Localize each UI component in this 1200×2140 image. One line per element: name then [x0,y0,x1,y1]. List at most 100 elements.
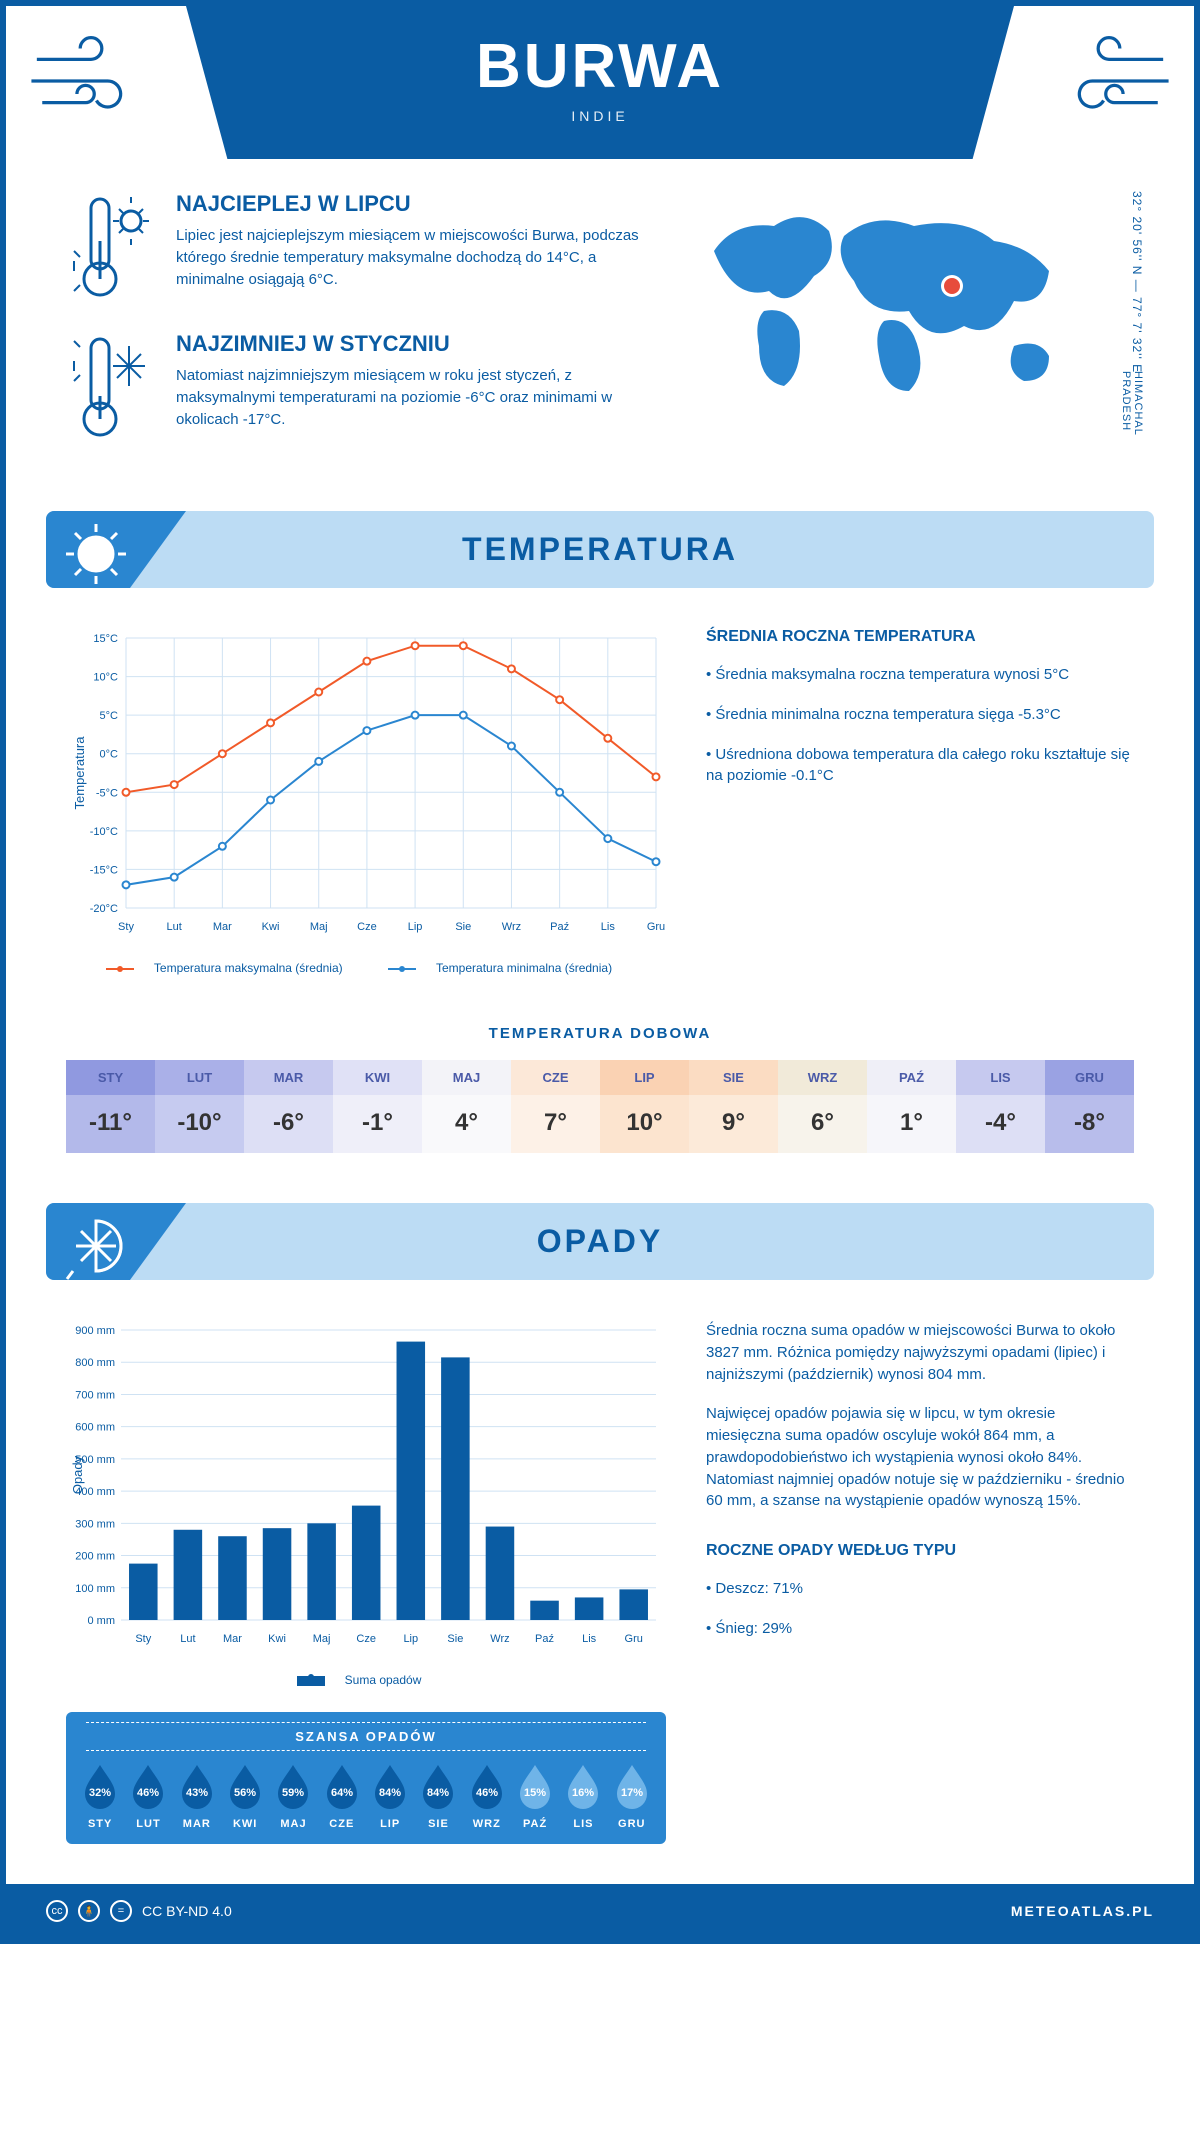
license-text: CC BY-ND 4.0 [142,1903,232,1919]
precipitation-chance-box: SZANSA OPADÓW 32%STY46%LUT43%MAR56%KWI59… [66,1712,666,1844]
svg-text:64%: 64% [331,1787,353,1799]
daily-temp-table: STY-11°LUT-10°MAR-6°KWI-1°MAJ4°CZE7°LIP1… [66,1060,1134,1153]
precip-para-2: Najwięcej opadów pojawia się w lipcu, w … [706,1403,1134,1512]
temp-bullet: Uśredniona dobowa temperatura dla całego… [706,744,1134,788]
coldest-title: NAJZIMNIEJ W STYCZNIU [176,331,654,357]
precipitation-heading: OPADY [46,1203,1154,1280]
svg-text:800 mm: 800 mm [75,1357,115,1369]
chance-drop: 84%LIP [366,1761,414,1830]
site-name: METEOATLAS.PL [1011,1903,1154,1919]
temperature-heading: TEMPERATURA [46,511,1154,588]
svg-text:16%: 16% [572,1787,594,1799]
svg-text:84%: 84% [427,1787,449,1799]
svg-text:Maj: Maj [313,1633,331,1645]
svg-text:100 mm: 100 mm [75,1583,115,1595]
svg-text:43%: 43% [186,1787,208,1799]
svg-text:Sie: Sie [455,921,471,933]
svg-text:300 mm: 300 mm [75,1518,115,1530]
svg-text:-10°C: -10°C [90,826,118,838]
svg-text:Paź: Paź [535,1633,554,1645]
coordinates: 32° 20' 56'' N — 77° 7' 32'' E [1130,191,1144,373]
section-title: TEMPERATURA [462,531,738,567]
temp-legend: Temperatura maksymalna (średnia) Tempera… [66,961,666,975]
precip-type-item: • Śnieg: 29% [706,1618,1134,1640]
svg-text:Sty: Sty [135,1633,151,1645]
svg-text:17%: 17% [621,1787,643,1799]
region-label: HIMACHAL PRADESH [1120,371,1144,471]
temp-cell: LIP10° [600,1060,689,1153]
annual-temp-heading: ŚREDNIA ROCZNA TEMPERATURA [706,628,1134,646]
temp-cell: KWI-1° [333,1060,422,1153]
temp-cell: LIS-4° [956,1060,1045,1153]
svg-text:32%: 32% [89,1787,111,1799]
precip-legend: Suma opadów [66,1673,666,1687]
svg-text:Mar: Mar [223,1633,242,1645]
svg-text:56%: 56% [234,1787,256,1799]
svg-text:-15°C: -15°C [90,864,118,876]
chance-drop: 84%SIE [414,1761,462,1830]
world-map: 32° 20' 56'' N — 77° 7' 32'' E HIMACHAL … [694,191,1134,471]
svg-text:5°C: 5°C [100,710,119,722]
temp-cell: STY-11° [66,1060,155,1153]
chance-title: SZANSA OPADÓW [86,1722,646,1751]
nd-icon: = [110,1900,132,1922]
svg-text:Gru: Gru [647,921,665,933]
svg-text:Cze: Cze [356,1633,376,1645]
svg-text:700 mm: 700 mm [75,1389,115,1401]
temp-cell: SIE9° [689,1060,778,1153]
precip-by-type-heading: ROCZNE OPADY WEDŁUG TYPU [706,1542,1134,1560]
country: INDIE [186,108,1014,124]
svg-text:46%: 46% [476,1787,498,1799]
wind-icon [1014,6,1194,161]
svg-text:Sie: Sie [447,1633,463,1645]
warmest-info: NAJCIEPLEJ W LIPCU Lipiec jest najcieple… [66,191,654,301]
svg-text:900 mm: 900 mm [75,1325,115,1337]
chance-drop: 56%KWI [221,1761,269,1830]
precip-para-1: Średnia roczna suma opadów w miejscowośc… [706,1320,1134,1385]
chance-drop: 59%MAJ [269,1761,317,1830]
chance-drop: 64%CZE [318,1761,366,1830]
svg-text:Mar: Mar [213,921,232,933]
temperature-line-chart: -20°C-15°C-10°C-5°C0°C5°C10°C15°CStyLutM… [66,628,666,948]
chance-drop: 16%LIS [559,1761,607,1830]
intro-section: NAJCIEPLEJ W LIPCU Lipiec jest najcieple… [6,161,1194,511]
svg-text:Lip: Lip [403,1633,418,1645]
svg-text:Paź: Paź [550,921,569,933]
footer: cc 🧍 = CC BY-ND 4.0 METEOATLAS.PL [6,1884,1194,1938]
svg-text:0 mm: 0 mm [88,1615,116,1627]
svg-text:Lip: Lip [408,921,423,933]
chance-drop: 43%MAR [173,1761,221,1830]
temperature-body: -20°C-15°C-10°C-5°C0°C5°C10°C15°CStyLutM… [6,588,1194,1015]
cc-icon: cc [46,1900,68,1922]
svg-text:10°C: 10°C [93,672,118,684]
svg-text:Sty: Sty [118,921,134,933]
svg-text:Lut: Lut [167,921,182,933]
by-icon: 🧍 [78,1900,100,1922]
svg-text:Wrz: Wrz [490,1633,509,1645]
section-title: OPADY [537,1223,663,1259]
wind-icon [6,6,186,161]
temp-bullet: Średnia minimalna roczna temperatura się… [706,704,1134,726]
temp-cell: MAJ4° [422,1060,511,1153]
svg-text:15°C: 15°C [93,633,118,645]
svg-text:Lut: Lut [180,1633,195,1645]
chance-drop: 46%LUT [124,1761,172,1830]
warmest-title: NAJCIEPLEJ W LIPCU [176,191,654,217]
precipitation-body: 0 mm100 mm200 mm300 mm400 mm500 mm600 mm… [6,1280,1194,1884]
temp-bullet: Średnia maksymalna roczna temperatura wy… [706,664,1134,686]
temp-cell: CZE7° [511,1060,600,1153]
svg-text:84%: 84% [379,1787,401,1799]
svg-text:Kwi: Kwi [262,921,280,933]
chance-drop: 17%GRU [608,1761,656,1830]
svg-text:Cze: Cze [357,921,377,933]
coldest-info: NAJZIMNIEJ W STYCZNIU Natomiast najzimni… [66,331,654,441]
svg-text:Wrz: Wrz [502,921,521,933]
svg-text:0°C: 0°C [100,749,119,761]
svg-text:Gru: Gru [625,1633,643,1645]
temp-cell: PAŹ1° [867,1060,956,1153]
svg-text:Temperatura: Temperatura [72,736,87,810]
chance-drop: 15%PAŹ [511,1761,559,1830]
precipitation-bar-chart: 0 mm100 mm200 mm300 mm400 mm500 mm600 mm… [66,1320,666,1660]
title-banner: BURWA INDIE [186,6,1014,159]
chance-drop: 32%STY [76,1761,124,1830]
